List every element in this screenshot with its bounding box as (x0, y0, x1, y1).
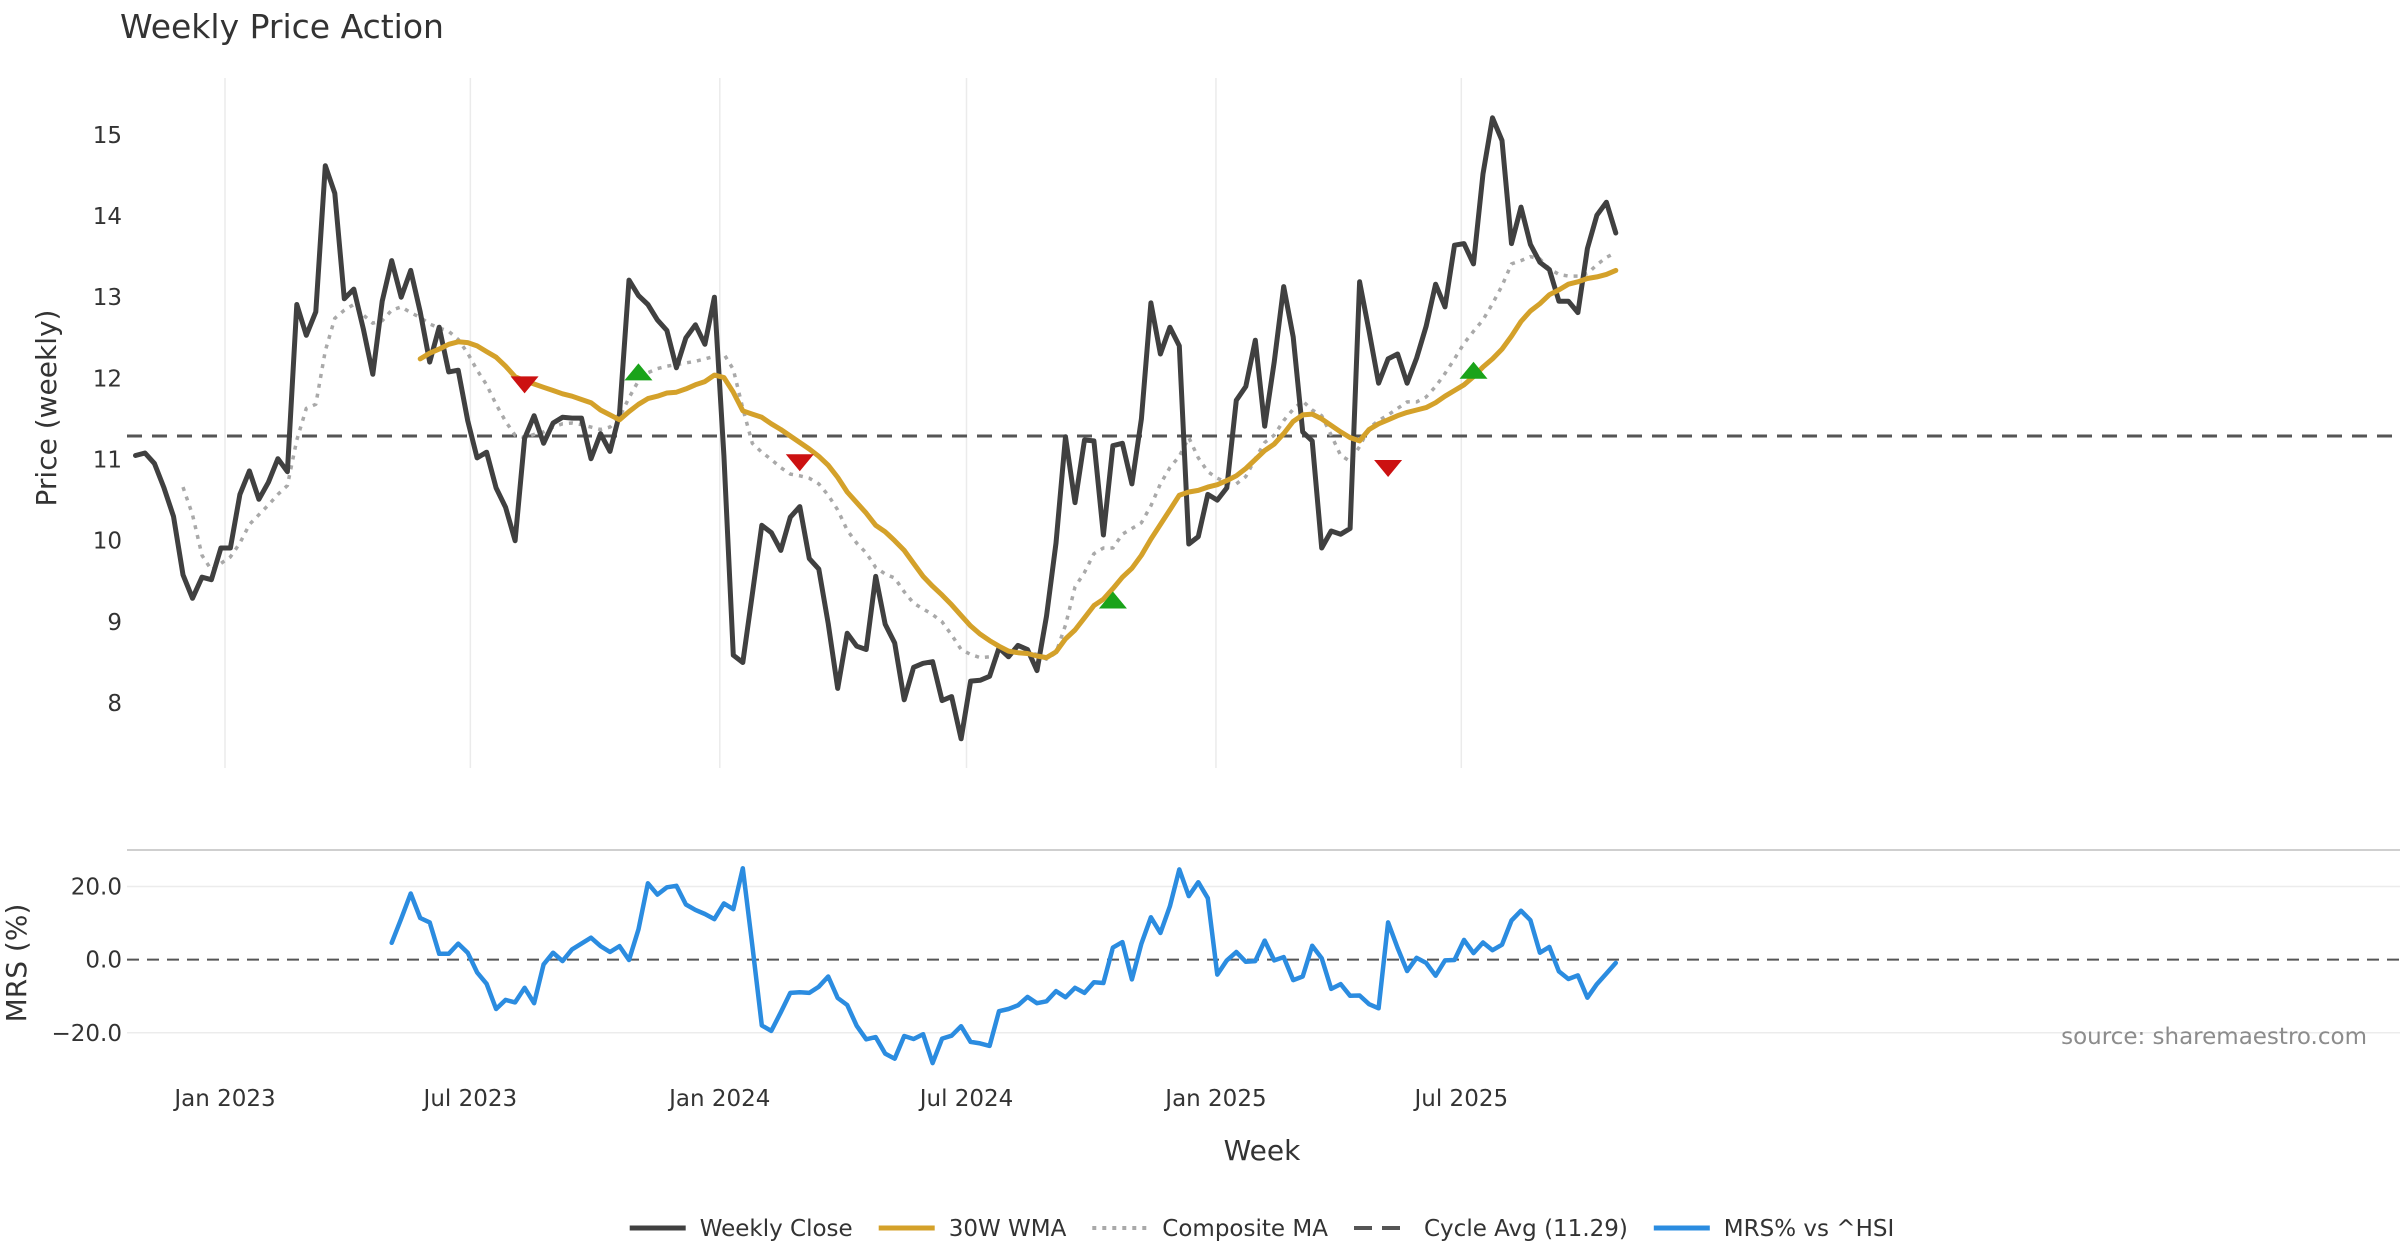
chart-title: Weekly Price Action (120, 7, 444, 46)
buy-signal-marker (1459, 361, 1488, 379)
legend-item-weekly-close: Weekly Close (629, 1216, 853, 1242)
x-axis-label: Week (1224, 1134, 1301, 1167)
mrs-y-ticks: 20.0 0.0 −20.0 (52, 875, 122, 1047)
price-y-tick-label: 9 (107, 610, 122, 636)
price-series-group (133, 115, 1619, 742)
mrs-y-tick-label: 20.0 (71, 875, 122, 901)
legend: Weekly Close 30W WMA Composite MA Cycle Avg… (629, 1216, 1894, 1242)
mrs-y-tick-label: −20.0 (52, 1021, 122, 1047)
legend-label: Weekly Close (700, 1216, 853, 1242)
legend-item-mrs-vs-hsi: MRS% vs ^HSI (1653, 1216, 1894, 1242)
price-y-axis-label: Price (weekly) (30, 310, 63, 507)
mrs-y-axis-label: MRS (%) (0, 904, 33, 1023)
source-label: source: sharemaestro.com (2061, 1024, 2367, 1050)
weekly-close-line (133, 115, 1619, 742)
x-tick-label: Jan 2023 (172, 1086, 275, 1112)
sell-signal-marker (1374, 459, 1403, 477)
price-y-ticks: 8 9 10 11 12 13 14 15 (93, 123, 122, 717)
sell-signal-marker (510, 376, 539, 394)
x-axis-ticks: Jan 2023 Jul 2023 Jan 2024 Jul 2024 Jan 2025… (172, 1086, 1508, 1112)
legend-label: MRS% vs ^HSI (1724, 1216, 1894, 1242)
price-y-tick-label: 13 (93, 285, 122, 311)
mrs-panel-grid (127, 885, 2400, 1034)
legend-label: 30W WMA (949, 1216, 1067, 1242)
price-y-tick-label: 14 (93, 204, 122, 230)
x-tick-label: Jul 2025 (1413, 1086, 1509, 1112)
legend-label: Composite MA (1162, 1216, 1328, 1242)
price-y-tick-label: 8 (107, 691, 122, 717)
buy-signal-marker (624, 363, 653, 381)
30w-wma-line (417, 267, 1619, 661)
price-y-tick-label: 12 (93, 366, 122, 392)
mrs-y-tick-label: 0.0 (85, 948, 122, 974)
price-y-tick-label: 11 (93, 448, 122, 474)
x-tick-label: Jul 2023 (422, 1086, 518, 1112)
price-y-tick-label: 15 (93, 123, 122, 149)
legend-label: Cycle Avg (11.29) (1424, 1216, 1628, 1242)
legend-item-cycle-avg-11-29: Cycle Avg (11.29) (1354, 1216, 1628, 1242)
mrs-series-group (389, 866, 1619, 1066)
x-tick-label: Jan 2024 (667, 1086, 770, 1112)
x-tick-label: Jan 2025 (1163, 1086, 1266, 1112)
x-tick-label: Jul 2024 (918, 1086, 1014, 1112)
buy-signal-marker (1098, 591, 1127, 609)
price-y-tick-label: 10 (93, 529, 122, 555)
legend-item-30w-wma: 30W WMA (878, 1216, 1067, 1242)
legend-item-composite-ma: Composite MA (1092, 1216, 1328, 1242)
signal-markers (510, 361, 1488, 609)
sell-signal-marker (785, 454, 814, 472)
mrs-vs-hsi-line (389, 866, 1619, 1066)
composite-ma-line (181, 250, 1617, 661)
